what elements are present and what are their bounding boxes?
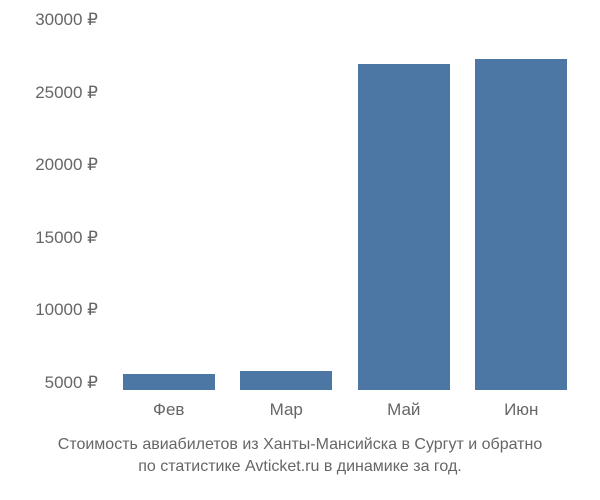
y-tick-label: 20000 ₽ (0, 155, 98, 175)
plot-area (110, 20, 580, 390)
y-tick-label: 10000 ₽ (0, 300, 98, 320)
y-tick-label: 25000 ₽ (0, 83, 98, 103)
x-tick-label: Фев (153, 400, 184, 420)
bar (358, 64, 450, 390)
bar (240, 371, 332, 390)
y-tick-label: 15000 ₽ (0, 228, 98, 248)
price-bar-chart: 5000 ₽ 10000 ₽ 15000 ₽ 20000 ₽ 25000 ₽ 30000 … (0, 0, 600, 500)
baseline (110, 390, 580, 391)
bar (123, 374, 215, 390)
y-tick-label: 5000 ₽ (0, 373, 98, 393)
x-tick-label: Май (387, 400, 420, 420)
chart-caption: Стоимость авиабилетов из Ханты-Мансийска… (0, 434, 600, 477)
x-tick-label: Июн (504, 400, 538, 420)
y-tick-label: 30000 ₽ (0, 10, 98, 30)
bar (475, 59, 567, 390)
x-tick-label: Мар (270, 400, 303, 420)
caption-line-1: Стоимость авиабилетов из Ханты-Мансийска… (0, 434, 600, 456)
caption-line-2: по статистике Avticket.ru в динамике за … (0, 456, 600, 478)
